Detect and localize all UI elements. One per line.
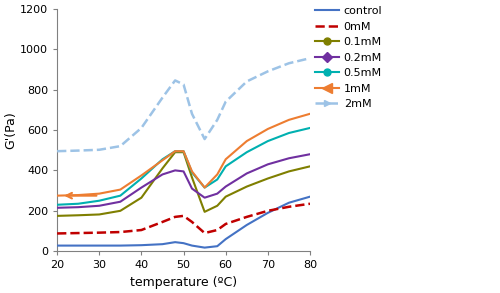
X-axis label: temperature (ºC): temperature (ºC): [130, 276, 237, 289]
Legend: control, 0mM, 0.1mM, 0.2mM, 0.5mM, 1mM, 2mM: control, 0mM, 0.1mM, 0.2mM, 0.5mM, 1mM, …: [312, 4, 384, 112]
Y-axis label: G'(Pa): G'(Pa): [4, 111, 17, 149]
